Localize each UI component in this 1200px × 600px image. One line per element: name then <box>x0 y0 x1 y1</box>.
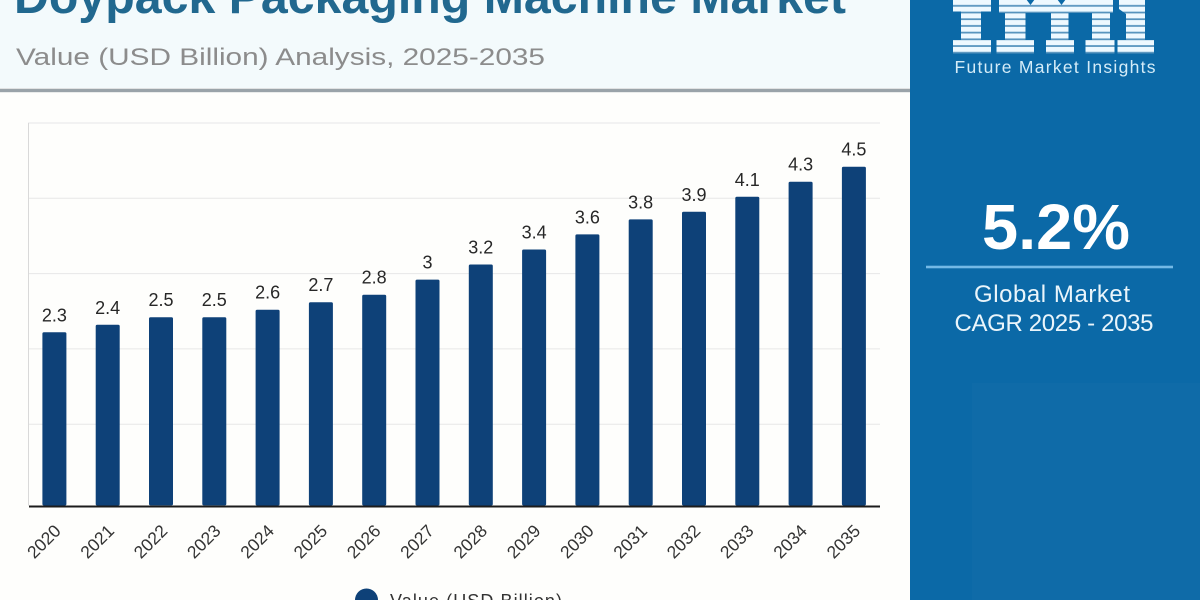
svg-text:Doypack Packaging Machine Mark: Doypack Packaging Machine Market <box>14 0 846 24</box>
svg-text:Value (USD Billion) Analysis,: Value (USD Billion) Analysis, 2025-2035 <box>16 44 545 71</box>
svg-text:2.8: 2.8 <box>362 268 387 288</box>
svg-text:3.2: 3.2 <box>468 238 493 258</box>
svg-text:2.6: 2.6 <box>255 283 280 303</box>
svg-text:3.4: 3.4 <box>522 223 547 243</box>
svg-text:4.5: 4.5 <box>841 140 866 160</box>
svg-text:3.6: 3.6 <box>575 207 600 227</box>
svg-text:Future Market Insights: Future Market Insights <box>955 57 1156 77</box>
svg-text:2.5: 2.5 <box>202 290 227 310</box>
svg-text:2.4: 2.4 <box>95 298 120 318</box>
svg-text:3.8: 3.8 <box>628 192 653 212</box>
svg-text:4.1: 4.1 <box>735 170 760 190</box>
svg-text:Value (USD Billion): Value (USD Billion) <box>390 591 562 600</box>
svg-text:2.7: 2.7 <box>308 275 333 295</box>
svg-text:Global Market: Global Market <box>974 281 1130 308</box>
svg-text:CAGR 2025 - 2035: CAGR 2025 - 2035 <box>955 310 1154 337</box>
svg-text:4.3: 4.3 <box>788 155 813 175</box>
svg-text:3.9: 3.9 <box>681 185 706 205</box>
svg-text:2.3: 2.3 <box>42 305 67 325</box>
svg-text:2.5: 2.5 <box>148 290 173 310</box>
svg-text:3: 3 <box>422 253 432 273</box>
svg-text:5.2%: 5.2% <box>982 191 1130 263</box>
